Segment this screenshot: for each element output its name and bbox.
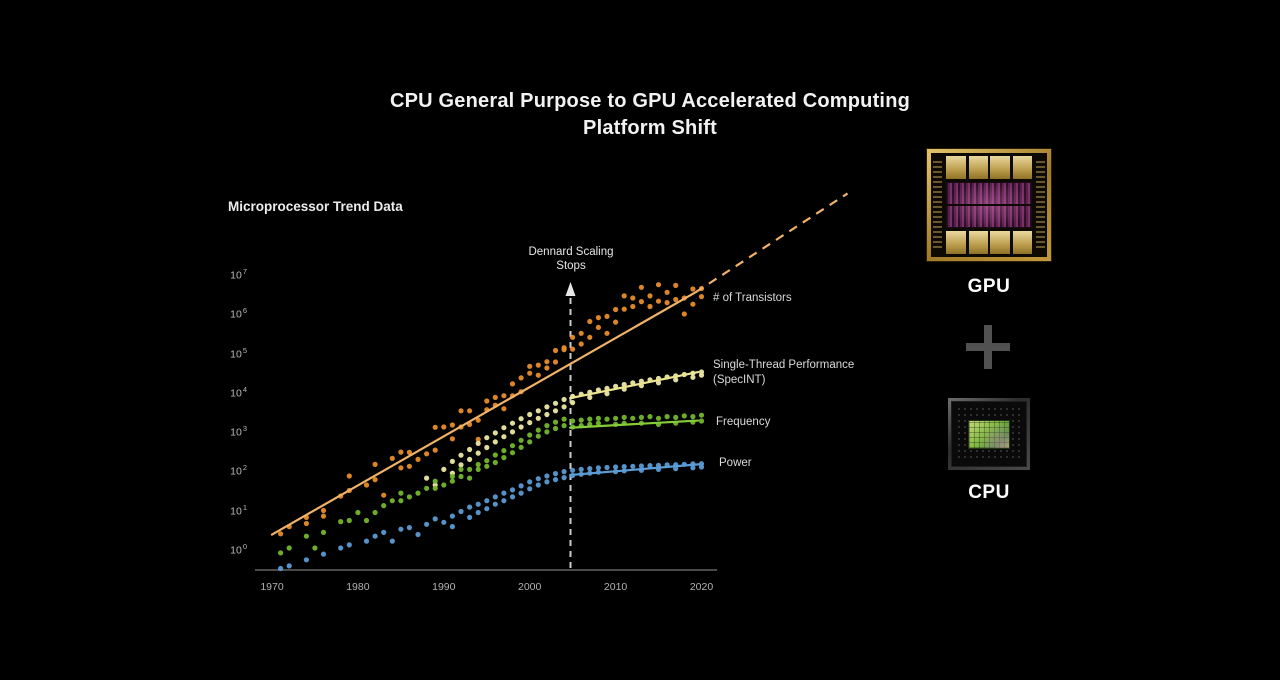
dennard-annotation-line1: Dennard Scaling [528, 246, 614, 258]
x-tick-2000: 2000 [518, 581, 542, 593]
page-title-line2: Platform Shift [583, 117, 717, 139]
series-label-power: Power [719, 457, 752, 469]
series-points-0 [278, 282, 705, 537]
series-points-2 [278, 412, 705, 556]
trend-line-2 [568, 419, 700, 429]
trend-line-1 [568, 370, 700, 400]
dennard-annotation: Dennard Scaling Stops [481, 245, 661, 273]
gpu-compute-die [946, 182, 1032, 228]
gpu-chip-image [926, 148, 1052, 262]
x-tick-1990: 1990 [432, 581, 456, 593]
x-tick-1970: 1970 [260, 581, 284, 593]
series-points-1 [424, 369, 705, 488]
x-tick-1980: 1980 [346, 581, 370, 593]
gpu-label: GPU [967, 276, 1011, 297]
gpu-hbm-module [946, 231, 988, 254]
gpu-hbm-module [946, 156, 988, 179]
dennard-annotation-line2: Stops [556, 260, 586, 272]
dennard-arrow-icon [565, 282, 576, 296]
trend-line-0-extrapolated [694, 192, 849, 294]
gpu-chip-substrate [931, 153, 1047, 257]
trend-line-0 [270, 291, 697, 536]
cpu-chip-image [948, 398, 1030, 470]
cpu-die [969, 421, 1009, 448]
plus-icon [966, 325, 1010, 369]
series-label-single-thread: Single-Thread Performance (SpecINT) [713, 358, 854, 388]
series-label-transistors: # of Transistors [713, 292, 792, 304]
y-tick-10e7: 107 [230, 266, 247, 282]
gpu-hbm-module [990, 231, 1032, 254]
y-tick-10e1: 101 [230, 502, 247, 518]
y-tick-10e5: 105 [230, 345, 247, 361]
y-tick-10e3: 103 [230, 424, 247, 439]
cpu-label: CPU [968, 482, 1010, 503]
y-tick-10e2: 102 [230, 463, 247, 478]
trend-line-3 [568, 463, 701, 477]
series-label-single-thread-line1: Single-Thread Performance [713, 359, 855, 371]
page-title: CPU General Purpose to GPU Accelerated C… [280, 88, 1020, 142]
y-tick-10e4: 104 [230, 384, 247, 400]
gpu-hbm-module [990, 156, 1032, 179]
y-tick-10e6: 106 [230, 306, 247, 321]
cpu-chip-substrate [951, 401, 1027, 467]
x-tick-2010: 2010 [603, 581, 628, 593]
x-tick-2020: 2020 [689, 581, 714, 593]
chart-subtitle: Microprocessor Trend Data [228, 199, 403, 214]
series-label-frequency: Frequency [716, 416, 771, 428]
series-label-single-thread-line2: (SpecINT) [713, 374, 766, 386]
y-tick-10e0: 100 [230, 542, 247, 557]
page-title-line1: CPU General Purpose to GPU Accelerated C… [389, 90, 911, 112]
series-points-3 [278, 461, 705, 572]
